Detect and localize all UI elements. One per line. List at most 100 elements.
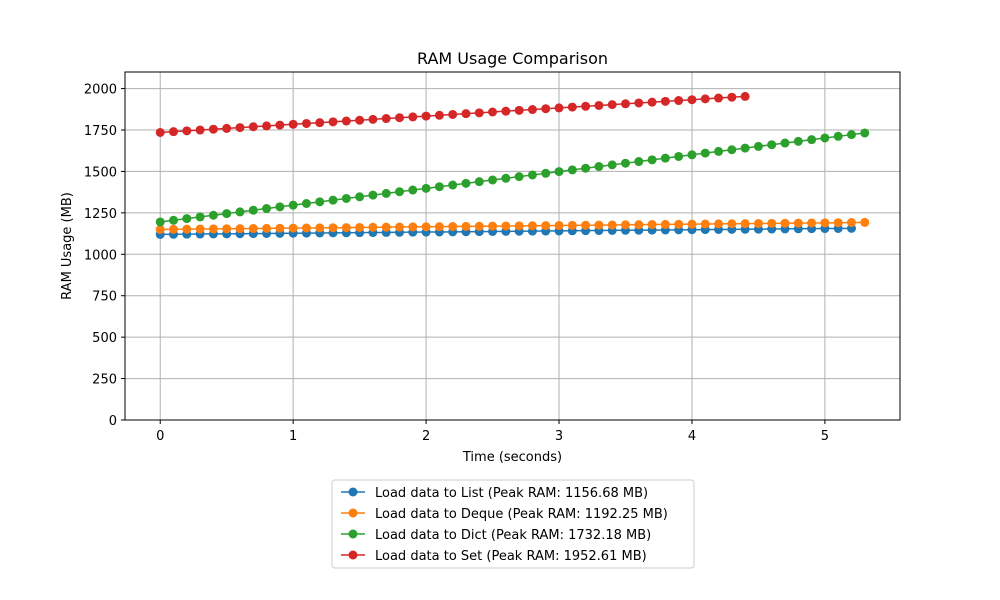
data-point — [727, 219, 737, 229]
data-point — [607, 220, 617, 230]
data-point — [687, 95, 697, 105]
y-tick-label: 1750 — [84, 124, 117, 139]
data-point — [607, 100, 617, 110]
data-point — [807, 135, 817, 145]
data-point — [501, 173, 511, 183]
data-point — [421, 222, 431, 232]
data-point — [182, 214, 192, 224]
data-point — [753, 141, 763, 151]
data-point — [488, 221, 498, 231]
data-point — [674, 151, 684, 161]
data-point — [288, 200, 298, 210]
data-point — [660, 96, 670, 106]
data-point — [182, 224, 192, 234]
data-point — [155, 224, 165, 234]
data-point — [634, 98, 644, 108]
data-point — [634, 157, 644, 167]
data-point — [421, 111, 431, 121]
data-point — [714, 93, 724, 103]
data-point — [727, 145, 737, 155]
data-point — [527, 170, 537, 180]
data-point — [594, 162, 604, 172]
series-4 — [155, 91, 750, 137]
data-point — [448, 109, 458, 119]
data-point — [607, 160, 617, 170]
data-point — [421, 183, 431, 193]
data-point — [235, 224, 245, 234]
data-point — [448, 222, 458, 232]
data-point — [235, 207, 245, 217]
y-tick-label: 0 — [109, 414, 117, 429]
data-point — [514, 105, 524, 115]
data-point — [341, 116, 351, 126]
data-point — [514, 221, 524, 231]
legend-label: Load data to Set (Peak RAM: 1952.61 MB) — [375, 549, 647, 564]
data-point — [567, 220, 577, 230]
data-point — [301, 118, 311, 128]
x-tick-label: 5 — [821, 429, 829, 444]
axis-ticks: 0 1 2 3 4 5 0 250 500 750 1000 1250 1500 1750 2000 — [84, 83, 829, 444]
data-point — [687, 219, 697, 229]
series-2 — [155, 217, 870, 234]
data-point — [368, 222, 378, 232]
data-point — [395, 222, 405, 232]
data-point — [620, 158, 630, 168]
data-point — [660, 153, 670, 163]
data-point — [461, 221, 471, 231]
legend-item: Load data to Set (Peak RAM: 1952.61 MB) — [341, 549, 647, 564]
data-point — [434, 110, 444, 120]
data-point — [155, 217, 165, 227]
legend-item: Load data to List (Peak RAM: 1156.68 MB) — [341, 486, 648, 501]
legend-label: Load data to Dict (Peak RAM: 1732.18 MB) — [375, 528, 651, 543]
data-point — [527, 221, 537, 231]
data-point — [328, 223, 338, 233]
data-point — [262, 121, 272, 131]
data-point — [767, 140, 777, 150]
data-point — [501, 221, 511, 231]
chart-title: RAM Usage Comparison — [417, 49, 608, 68]
data-point — [541, 104, 551, 114]
data-point — [780, 218, 790, 228]
data-point — [288, 223, 298, 233]
y-axis-label: RAM Usage (MB) — [60, 192, 75, 300]
data-point — [514, 172, 524, 182]
data-point — [368, 190, 378, 200]
y-tick-label: 500 — [92, 331, 117, 346]
data-point — [501, 106, 511, 116]
data-point — [567, 102, 577, 112]
data-point — [208, 210, 218, 220]
data-point — [700, 94, 710, 104]
data-point — [222, 209, 232, 219]
legend-box — [331, 479, 695, 569]
legend-item: Load data to Deque (Peak RAM: 1192.25 MB… — [341, 507, 668, 522]
data-point — [700, 219, 710, 229]
data-point — [554, 167, 564, 177]
data-point — [714, 146, 724, 156]
data-point — [222, 123, 232, 133]
data-point — [222, 224, 232, 234]
data-point — [767, 218, 777, 228]
data-point — [341, 223, 351, 233]
data-point — [262, 223, 272, 233]
data-point — [860, 217, 870, 227]
data-point — [288, 119, 298, 129]
data-point — [740, 91, 750, 101]
data-point — [581, 101, 591, 111]
legend-marker — [348, 529, 358, 539]
data-point — [355, 222, 365, 232]
data-point — [793, 218, 803, 228]
data-point — [541, 168, 551, 178]
data-point — [567, 165, 577, 175]
data-point — [408, 112, 418, 122]
y-tick-label: 2000 — [84, 83, 117, 98]
data-point — [208, 124, 218, 134]
data-point — [753, 218, 763, 228]
legend-marker — [348, 508, 358, 518]
series-layer — [155, 91, 870, 239]
data-point — [208, 224, 218, 234]
data-point — [620, 99, 630, 109]
x-tick-label: 1 — [289, 429, 297, 444]
data-point — [368, 114, 378, 124]
y-tick-label: 750 — [92, 290, 117, 305]
data-point — [448, 180, 458, 190]
